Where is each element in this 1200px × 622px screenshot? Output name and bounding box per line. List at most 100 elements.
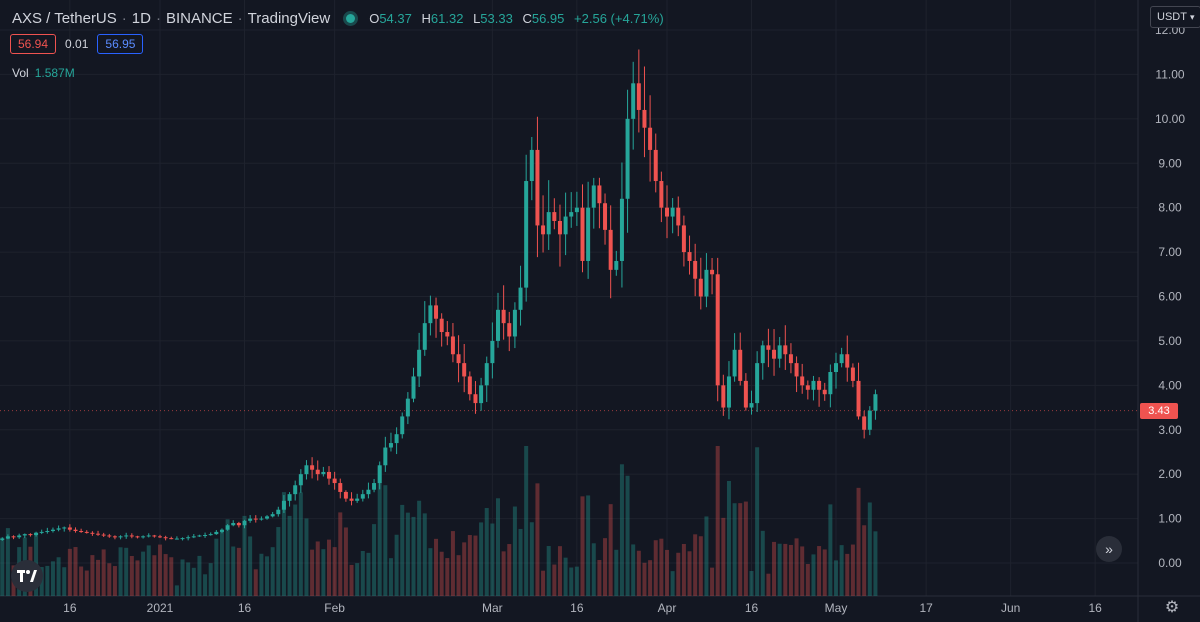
symbol-name[interactable]: AXS / TetherUS [12,9,117,27]
volume-bar [535,483,540,596]
candle-body [591,185,596,208]
volume-bar [873,531,878,596]
candle-body [50,529,55,532]
volume-bar [321,549,326,596]
open-value: 54.37 [379,10,412,26]
volume-bar [445,558,450,596]
candle-body [315,469,320,475]
volume-bar [766,573,771,596]
candle-body [338,483,343,492]
candle-body [417,349,422,377]
candle-body [208,534,213,536]
gear-icon[interactable]: ⚙ [1164,599,1180,616]
buy-button[interactable]: 56.95 [97,34,144,54]
volume-bar [569,567,574,596]
volume-bar [496,498,500,596]
y-tick-label: 3.00 [1158,423,1182,437]
candle-body [586,207,591,261]
volume-bar [822,549,827,596]
candle-body [174,538,179,540]
volume-bar [721,517,726,596]
volume-bar [163,554,168,596]
candle-body [191,536,196,538]
volume-bar [546,546,551,596]
volume-bar [800,546,805,596]
volume-bar [327,539,331,596]
volume-bar [501,551,506,596]
candle-body [22,534,27,536]
candle-body [484,363,489,386]
x-tick-label: Apr [658,601,677,615]
candle-body [856,380,861,417]
volume-bar [473,535,478,596]
volume-bar [84,570,89,596]
y-tick-label: 2.00 [1158,467,1182,481]
candle-body [563,216,568,235]
y-tick-label: 7.00 [1158,245,1182,259]
x-tick-label: 2021 [147,601,174,615]
candle-body [828,372,833,395]
separator-dot: · [121,9,127,27]
candle-body [34,532,39,536]
candle-body [788,354,793,364]
x-tick-label: 16 [238,601,252,615]
volume-bar [0,537,5,596]
volume-bar [834,560,838,596]
candle-body [631,83,636,119]
candle-body [862,416,867,430]
buy-sell-panel: 56.94 0.01 56.95 [10,34,144,54]
volume-legend: Vol 1.587M [12,66,75,80]
volume-bar [653,540,658,596]
exchange: BINANCE [165,9,233,27]
candle-body [619,198,624,261]
volume-bar [422,513,427,596]
volume-bar [96,559,101,596]
sell-button[interactable]: 56.94 [10,34,57,54]
candle-body [766,345,771,350]
volume-bar [355,563,360,596]
candle-body [445,332,450,337]
volume-bar [710,567,715,596]
volume-bar [129,556,134,596]
volume-bar [867,502,872,596]
tradingview-logo-icon[interactable] [11,560,43,592]
volume-bar [591,543,596,596]
interval[interactable]: 1D [131,9,151,27]
price-axis[interactable]: 12.0011.0010.009.008.007.006.005.004.003… [1155,23,1185,570]
candle-body [158,536,162,538]
scroll-to-realtime-icon[interactable]: » [1096,536,1122,562]
volume-bar [203,574,208,596]
candle-body [603,203,608,230]
y-tick-label: 6.00 [1158,290,1182,304]
volume-bar [366,552,371,596]
volume-bar [287,515,292,596]
volume-bar [45,565,50,596]
candle-body [73,529,78,532]
candle-body [839,354,844,364]
volume-bar [56,557,61,596]
last-price-label: 3.43 [1140,403,1178,419]
volume-bar [698,536,703,596]
candle-body [304,465,309,475]
volume-bar [101,549,106,596]
volume-bar [636,550,641,596]
volume-bar [681,543,686,596]
currency-button[interactable]: USDT ▾ [1150,6,1200,28]
candle-body [670,207,675,217]
candle-body [580,207,585,261]
volume-bar [315,541,320,596]
time-axis[interactable]: 16 2021 16 Feb Mar 16 Apr 16 May 17 Jun 16 [63,601,1102,615]
candle-body [332,478,337,484]
candle-body [642,109,647,128]
candle-body [146,535,151,537]
volume-bar [242,515,247,596]
volume-bar [614,549,619,596]
market-status-icon [346,13,356,23]
candle-body [676,207,681,226]
candle-body [479,385,484,404]
volume-bar [557,546,562,596]
volume-bar [603,538,608,596]
volume-bar [208,563,213,596]
candle-body [28,534,33,536]
